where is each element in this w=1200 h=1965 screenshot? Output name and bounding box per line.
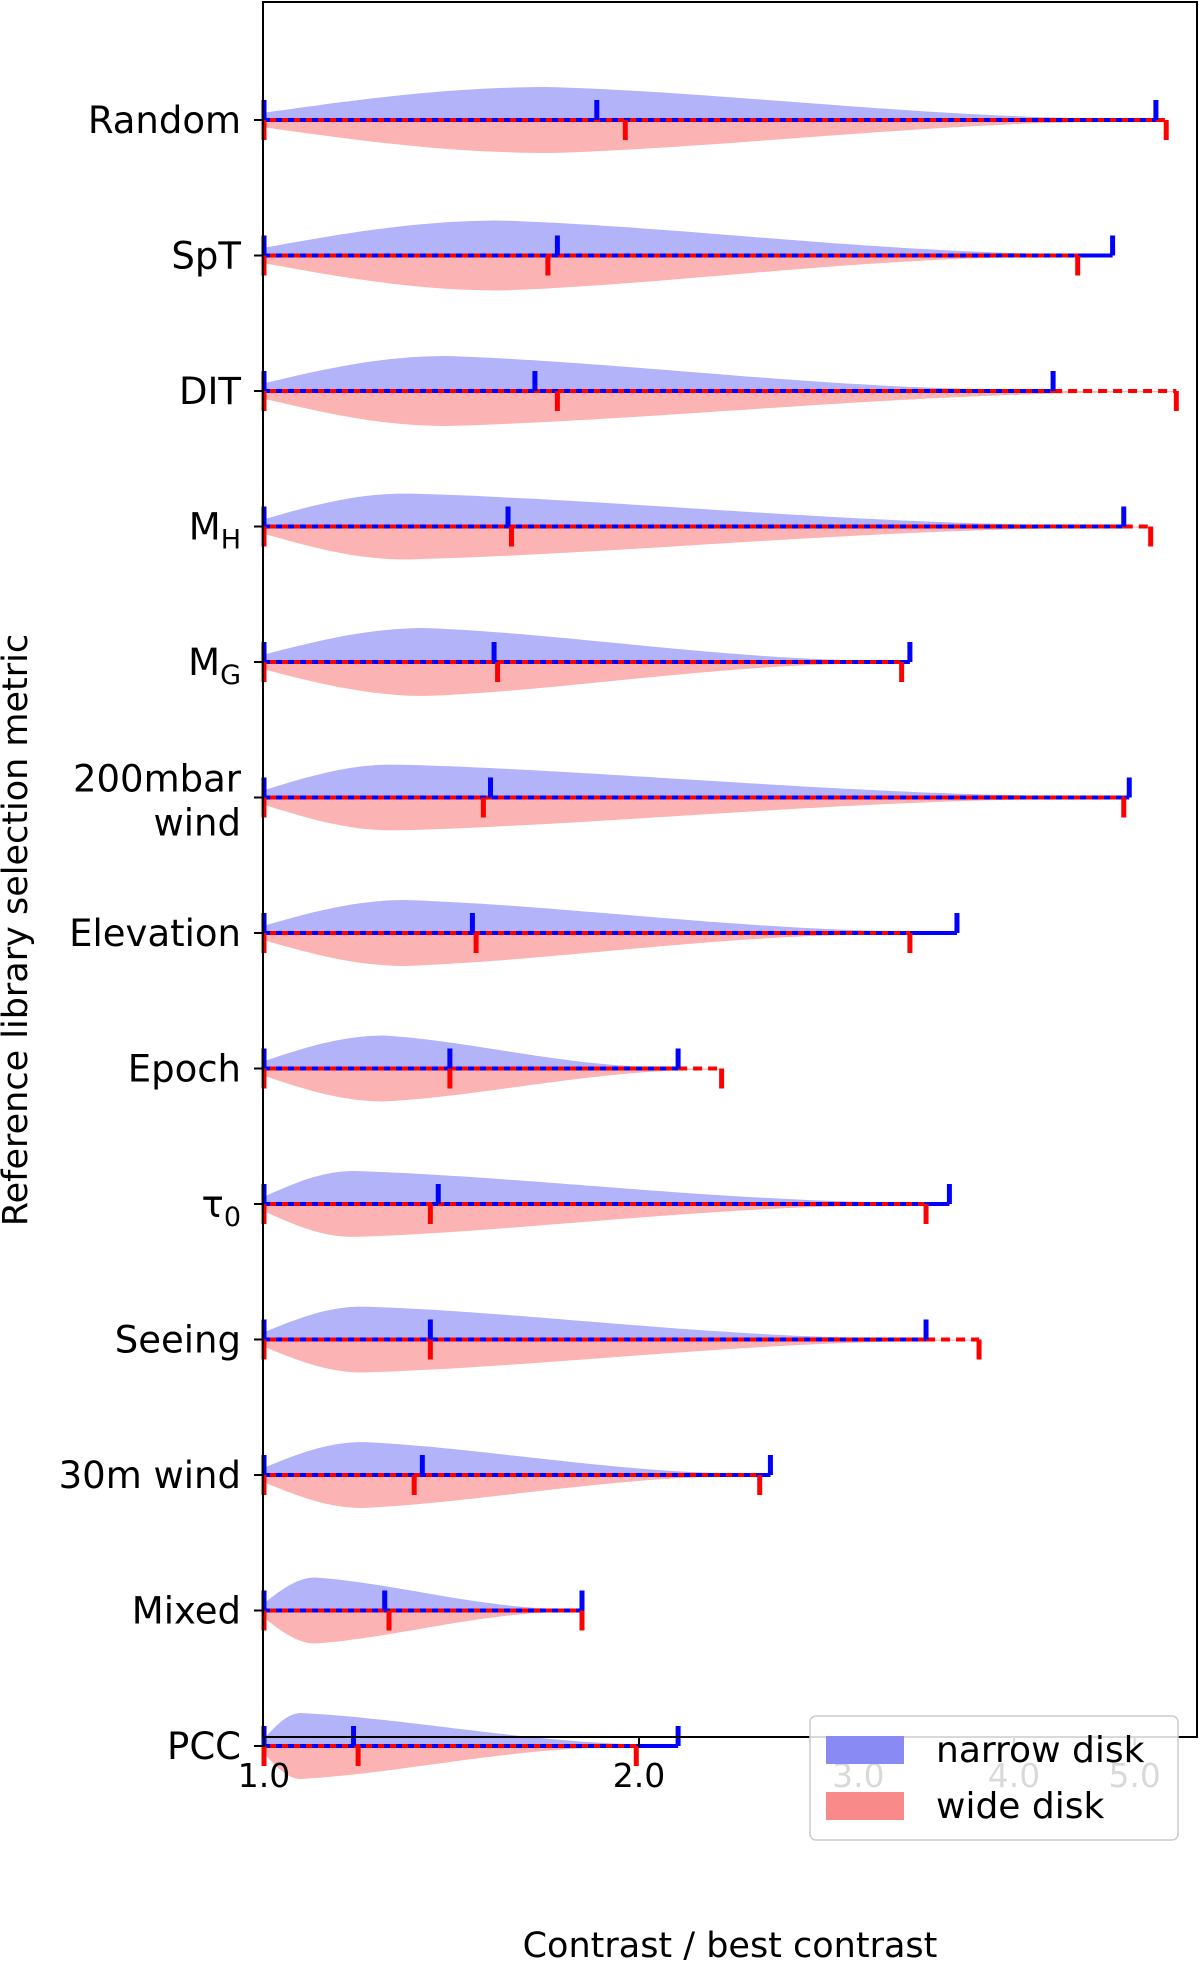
- violin-wide-random: [264, 120, 1167, 153]
- violin-narrow-dit: [264, 356, 1054, 391]
- legend-swatch-narrow: [826, 1736, 904, 1764]
- violin-wide-dit: [264, 391, 1177, 426]
- category-label-epoch: Epoch: [128, 1048, 241, 1091]
- category-label-mixed: Mixed: [132, 1590, 241, 1633]
- violin-wide-epoch: [264, 1068, 722, 1102]
- category-label-mh: MH: [189, 506, 241, 556]
- violin-narrow-epoch: [264, 1035, 679, 1069]
- violin-wide-30m-wind: [264, 1475, 760, 1508]
- violin-wide-mh: [264, 526, 1151, 560]
- violin-narrow-30m-wind: [264, 1442, 771, 1475]
- range-bar-layer: [261, 100, 1179, 1766]
- category-label-dit: DIT: [179, 370, 241, 413]
- violin-wide-pcc: [264, 1746, 637, 1779]
- y-axis-label: Reference library selection metric: [0, 634, 36, 1226]
- violin-wide-mixed: [264, 1610, 582, 1644]
- violin-narrow-random: [264, 87, 1156, 120]
- legend-swatch-wide: [826, 1792, 904, 1820]
- category-label-seeing: Seeing: [115, 1319, 241, 1362]
- category-label-τ0: τ0: [202, 1183, 241, 1233]
- x-tick-label-1.0: 1.0: [238, 1756, 290, 1795]
- legend-label-wide: wide disk: [936, 1786, 1104, 1827]
- violin-narrow-τ0: [264, 1171, 950, 1204]
- legend: narrow disk wide disk: [809, 1715, 1179, 1841]
- category-label-200mbar-wind: 200mbar: [73, 758, 242, 801]
- violin-narrow-mg: [264, 628, 910, 662]
- category-label-mg: MG: [188, 641, 241, 691]
- x-axis-label: Contrast / best contrast: [523, 1926, 938, 1965]
- violin-narrow-mh: [264, 493, 1124, 527]
- category-label-elevation: Elevation: [69, 912, 241, 955]
- violin-wide-200mbar-wind: [264, 797, 1124, 831]
- x-tick-label-2.0: 2.0: [613, 1756, 665, 1795]
- violin-wide-τ0: [264, 1204, 927, 1237]
- violin-narrow-pcc: [264, 1713, 679, 1746]
- violin-narrow-elevation: [264, 900, 957, 933]
- category-label-30m-wind: 30m wind: [59, 1454, 241, 1497]
- violin-wide-spt: [264, 255, 1078, 291]
- category-label-line2-200mbar-wind: wind: [154, 802, 241, 845]
- legend-label-narrow: narrow disk: [936, 1730, 1145, 1771]
- violin-narrow-seeing: [264, 1306, 927, 1340]
- category-label-spt: SpT: [171, 235, 241, 278]
- plot-frame: [262, 1, 1198, 1738]
- violin-wide-mg: [264, 662, 902, 696]
- violin-wide-elevation: [264, 933, 910, 966]
- violin-narrow-200mbar-wind: [264, 764, 1130, 798]
- violin-narrow-mixed: [264, 1577, 582, 1611]
- violin-narrow-spt: [264, 220, 1113, 256]
- category-label-pcc: PCC: [167, 1725, 241, 1768]
- category-label-random: Random: [88, 99, 241, 142]
- violin-wide-seeing: [264, 1339, 980, 1373]
